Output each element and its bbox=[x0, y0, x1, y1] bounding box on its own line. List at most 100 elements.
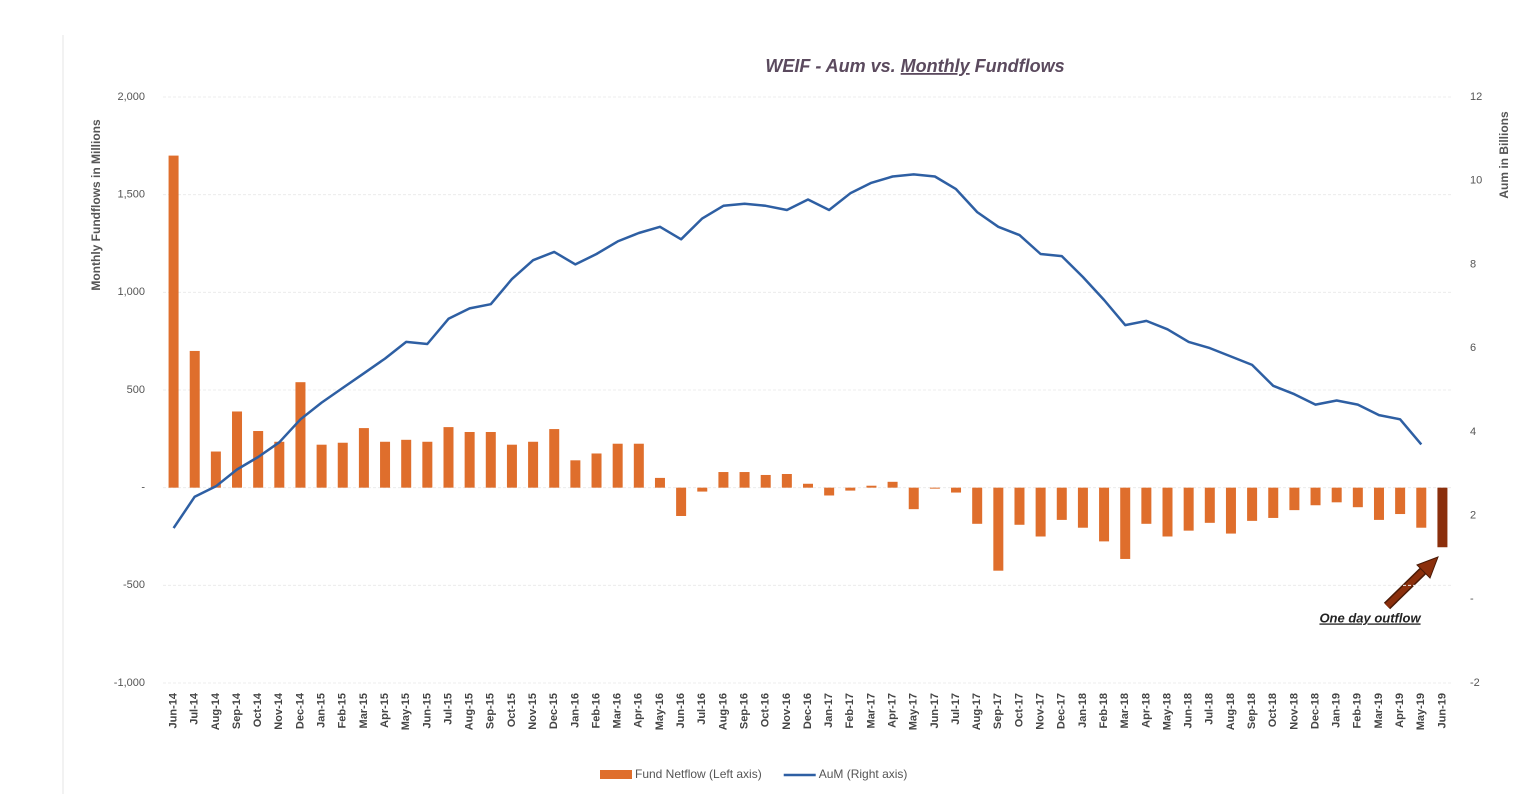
bar bbox=[1289, 487, 1300, 511]
bar bbox=[1014, 487, 1025, 525]
bar bbox=[1373, 487, 1384, 520]
x-tick-label: Oct-15 bbox=[506, 693, 518, 727]
x-tick-label: Aug-16 bbox=[717, 693, 729, 730]
bar bbox=[1395, 487, 1406, 515]
y2-axis-label: Aum in Billions bbox=[1497, 111, 1511, 199]
x-tick-label: May-19 bbox=[1415, 693, 1427, 730]
chart-title: WEIF - Aum vs. Monthly Fundflows bbox=[765, 56, 1064, 76]
x-tick-label: Sep-14 bbox=[231, 692, 243, 729]
x-tick-label: Dec-17 bbox=[1056, 693, 1068, 729]
bar bbox=[908, 487, 919, 510]
bar bbox=[718, 472, 729, 488]
bar bbox=[401, 439, 412, 488]
x-tick-label: Jan-16 bbox=[569, 693, 581, 728]
bar bbox=[951, 487, 962, 493]
x-tick-label: Feb-17 bbox=[844, 693, 856, 728]
line bbox=[172, 173, 1423, 529]
x-tick-label: Nov-14 bbox=[273, 692, 285, 730]
legend-label: Fund Netflow (Left axis) bbox=[635, 767, 762, 781]
x-tick-label: Jun-17 bbox=[929, 693, 941, 728]
y-tick-label: 500 bbox=[127, 384, 145, 396]
bar bbox=[443, 427, 454, 488]
bar bbox=[1352, 487, 1363, 508]
x-tick-label: Apr-15 bbox=[379, 693, 391, 728]
bar bbox=[1416, 487, 1427, 528]
x-tick-label: Oct-17 bbox=[1013, 693, 1025, 727]
bar bbox=[676, 487, 687, 516]
bar bbox=[253, 431, 264, 488]
x-tick-label: May-17 bbox=[908, 693, 920, 730]
x-tick-label: Aug-14 bbox=[210, 692, 222, 730]
bar bbox=[781, 473, 792, 488]
bar bbox=[1247, 487, 1258, 521]
y-tick-label: -1,000 bbox=[114, 677, 145, 689]
x-tick-label: Mar-18 bbox=[1119, 693, 1131, 728]
x-tick-label: Nov-15 bbox=[527, 693, 539, 730]
x-tick-label: Jun-19 bbox=[1436, 693, 1448, 728]
bar bbox=[485, 431, 496, 488]
bar bbox=[824, 487, 835, 496]
x-tick-label: Nov-17 bbox=[1035, 693, 1047, 730]
bar bbox=[887, 481, 898, 488]
bar bbox=[845, 487, 856, 491]
y-tick-label: -500 bbox=[123, 579, 145, 591]
x-tick-label: Jun-16 bbox=[675, 693, 687, 728]
x-tick-label: Jan-15 bbox=[316, 693, 328, 728]
y-axis-label: Monthly Fundflows in Millions bbox=[89, 119, 103, 291]
x-tick-label: Jul-14 bbox=[189, 692, 201, 725]
x-tick-label: Jan-18 bbox=[1077, 693, 1089, 728]
bar bbox=[1183, 487, 1194, 531]
y2-tick-label: 8 bbox=[1470, 258, 1476, 270]
bar bbox=[1056, 487, 1067, 520]
x-tick-label: May-16 bbox=[654, 693, 666, 730]
bar bbox=[993, 487, 1004, 571]
x-tick-label: Nov-18 bbox=[1288, 693, 1300, 730]
x-tick-label: Nov-16 bbox=[781, 693, 793, 730]
x-tick-label: Jan-17 bbox=[823, 693, 835, 728]
y-tick-label: 1,000 bbox=[117, 286, 145, 298]
y2-tick-label: 4 bbox=[1470, 426, 1476, 438]
bar bbox=[380, 441, 391, 488]
bar bbox=[929, 487, 940, 489]
bar bbox=[189, 350, 200, 488]
bar bbox=[422, 441, 433, 488]
bar bbox=[1141, 487, 1152, 524]
bar bbox=[972, 487, 983, 524]
bar bbox=[316, 444, 327, 488]
bar bbox=[1204, 487, 1215, 523]
x-tick-label: May-15 bbox=[400, 693, 412, 730]
x-tick-label: Oct-16 bbox=[760, 693, 772, 727]
x-tick-label: Jul-18 bbox=[1204, 693, 1216, 725]
y-tick-label: - bbox=[141, 482, 145, 494]
x-tick-label: Dec-16 bbox=[802, 693, 814, 729]
bar bbox=[1331, 487, 1342, 503]
bar bbox=[1035, 487, 1046, 537]
bar bbox=[1077, 487, 1088, 528]
x-tick-label: May-18 bbox=[1161, 693, 1173, 730]
x-tick-label: Feb-18 bbox=[1098, 693, 1110, 728]
bar bbox=[295, 382, 306, 488]
x-tick-label: Sep-16 bbox=[738, 693, 750, 729]
x-tick-label: Oct-14 bbox=[252, 692, 264, 727]
x-tick-label: Mar-19 bbox=[1373, 693, 1385, 728]
x-tick-label: Feb-19 bbox=[1352, 693, 1364, 728]
bar bbox=[1437, 487, 1448, 548]
bar bbox=[654, 477, 665, 488]
y2-tick-label: 12 bbox=[1470, 91, 1482, 103]
x-tick-label: Dec-15 bbox=[548, 693, 560, 729]
x-tick-label: Jun-15 bbox=[421, 693, 433, 728]
bar bbox=[697, 487, 708, 492]
bar bbox=[739, 472, 750, 488]
bar bbox=[549, 429, 560, 488]
bar bbox=[232, 411, 243, 488]
x-tick-label: Jun-18 bbox=[1183, 693, 1195, 728]
bar bbox=[464, 431, 475, 488]
bar bbox=[803, 483, 813, 488]
x-tick-label: Aug-17 bbox=[971, 693, 983, 730]
x-tick-label: Sep-18 bbox=[1246, 693, 1258, 729]
y2-tick-label: -2 bbox=[1470, 677, 1480, 689]
bar bbox=[591, 453, 602, 488]
bar bbox=[506, 444, 517, 488]
bar bbox=[1099, 487, 1110, 542]
